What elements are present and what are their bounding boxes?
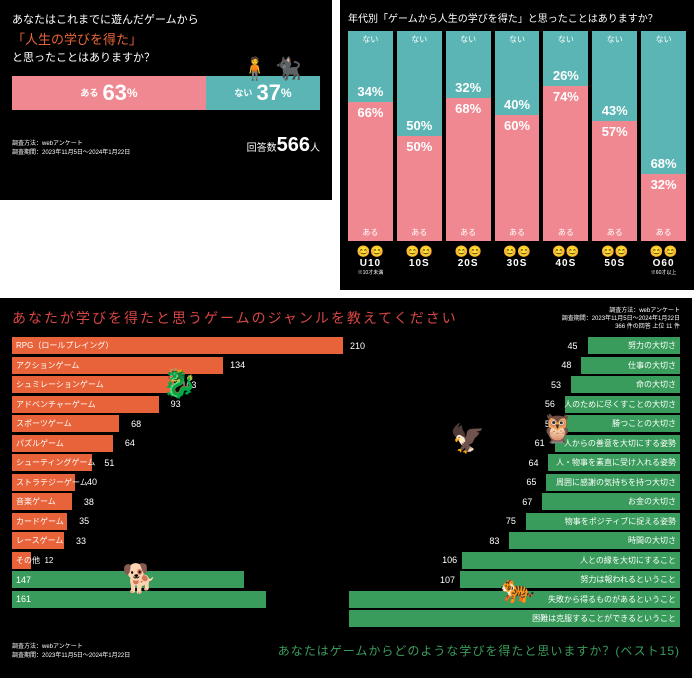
meta-line: 調査方法：webアンケート xyxy=(562,308,680,316)
age-label: 😊😊30S xyxy=(495,245,540,276)
genre-bar: シューティングゲーム51 xyxy=(12,454,92,471)
yes-seg: 68%ある xyxy=(446,98,491,241)
panel-yes-no: あなたはこれまでに遊んだゲームから 「人生の学びを得た」 と思ったことはあります… xyxy=(0,0,332,200)
genre-bar: ストラテジーゲーム40 xyxy=(12,474,75,491)
meta-line: 調査期間：2023年11月5日〜2024年1月22日 xyxy=(12,650,130,659)
learning-bar: 努力は報われるということ107 xyxy=(460,571,680,588)
age-label: 😊😊O60※60才以上 xyxy=(641,245,686,276)
age-label: 😊😊10S xyxy=(397,245,442,276)
genre-title: あなたが学びを得たと思うゲームのジャンルを教えてください xyxy=(12,308,458,328)
age-column: ない40%60%ある xyxy=(495,31,540,241)
learning-bar: 人との縁を大切にすること106 xyxy=(462,552,680,569)
learning-bars: 🦅 🦉 🐅 努力の大切さ45仕事の大切さ48命の大切さ53人のために尽くすことの… xyxy=(349,337,680,637)
eagle-icon: 🦅 xyxy=(450,422,485,455)
age-column: ない26%74%ある xyxy=(543,31,588,241)
no-seg: ない43% xyxy=(592,31,637,121)
genre-bar: 音楽ゲーム38 xyxy=(12,493,72,510)
learning-title: あなたはゲームからどのような学びを得たと思いますか？(ベスト15) xyxy=(278,642,680,659)
genre-bar: レースゲーム33 xyxy=(12,532,64,549)
age-column: ない50%50%ある xyxy=(397,31,442,241)
age-column: ない43%57%ある xyxy=(592,31,637,241)
age-label: 😊😊U10※10才未満 xyxy=(348,245,393,276)
genre-bar: その他 12 xyxy=(12,552,31,569)
yes-seg: 32%ある xyxy=(641,174,686,241)
genre-bars: 🐉 🐕 RPG（ロールプレイング）210アクションゲーム134シュミレーションゲ… xyxy=(12,337,343,637)
yes-seg: 66%ある xyxy=(348,102,393,241)
learning-bar: 失敗から得るものがあるということ xyxy=(349,591,680,608)
genre-bar: RPG（ロールプレイング）210 xyxy=(12,337,343,354)
age-label: 😊😊20S xyxy=(446,245,491,276)
genre-bar: 147 xyxy=(12,571,244,588)
age-label: 😊😊50S xyxy=(592,245,637,276)
genre-bar: パズルゲーム64 xyxy=(12,435,113,452)
genre-bar: アドベンチャーゲーム93 xyxy=(12,396,159,413)
learning-bar: お金の大切さ67 xyxy=(542,493,680,510)
no-seg: ない34% xyxy=(348,31,393,102)
genre-bar: 161 xyxy=(12,591,266,608)
genre-bar: シュミレーションゲーム103 xyxy=(12,376,174,393)
learning-bar: 努力の大切さ45 xyxy=(588,337,681,354)
resp-label: 回答数 xyxy=(247,143,277,154)
age-columns: ない34%66%あるない50%50%あるない32%68%あるない40%60%ある… xyxy=(348,31,686,241)
learning-bar: 周囲に感謝の気持ちを持つ大切さ65 xyxy=(546,474,680,491)
q-line: あなたはこれまでに遊んだゲームから xyxy=(12,12,320,30)
learning-bar: 人・物事を素直に受け入れる姿勢64 xyxy=(548,454,680,471)
genre-meta: 調査方法：webアンケート 調査期間：2023年11月5日〜2024年1月22日… xyxy=(562,308,680,331)
foot-meta: 調査方法：webアンケート 調査期間：2023年11月5日〜2024年1月22日 xyxy=(12,641,130,659)
no-seg: ない68% xyxy=(641,31,686,174)
yes-seg: 74%ある xyxy=(543,86,588,241)
genre-bar: スポーツゲーム68 xyxy=(12,415,119,432)
age-label: 😊😊40S xyxy=(543,245,588,276)
age-column: ない32%68%ある xyxy=(446,31,491,241)
yes-segment: ある63% xyxy=(12,76,206,110)
learning-bar: 仕事の大切さ48 xyxy=(581,357,680,374)
learning-bar: 命の大切さ53 xyxy=(571,376,680,393)
learning-bar: 困難は克服することができるということ xyxy=(349,610,680,627)
pixel-sprites: 🧍 🐈‍⬛ xyxy=(241,56,302,82)
meta-line: 調査方法：webアンケート xyxy=(12,641,130,650)
meta-line: 調査期間：2023年11月5日〜2024年1月22日 xyxy=(562,316,680,324)
age-title: 年代別「ゲームから人生の学びを得た」と思ったことはありますか？ xyxy=(348,10,686,25)
panel-age-breakdown: 年代別「ゲームから人生の学びを得た」と思ったことはありますか？ ない34%66%… xyxy=(340,0,694,290)
resp-value: 566 xyxy=(277,134,310,156)
yes-seg: 50%ある xyxy=(397,136,442,241)
q-highlight: 「人生の学びを得た」 xyxy=(12,30,320,51)
panel-genres-learnings: あなたが学びを得たと思うゲームのジャンルを教えてください 調査方法：webアンケ… xyxy=(0,298,692,678)
genre-bar: アクションゲーム134 xyxy=(12,357,223,374)
resp-unit: 人 xyxy=(310,143,320,154)
response-count: 回答数566人 xyxy=(247,134,320,157)
age-labels: 😊😊U10※10才未満😊😊10S😊😊20S😊😊30S😊😊40S😊😊50S😊😊O6… xyxy=(348,245,686,276)
age-column: ない68%32%ある xyxy=(641,31,686,241)
learning-bar: 勝つことの大切さ56 xyxy=(565,415,680,432)
age-column: ない34%66%ある xyxy=(348,31,393,241)
no-seg: ない26% xyxy=(543,31,588,86)
learning-bar: 物事をポジティブに捉える姿勢75 xyxy=(526,513,680,530)
meta-line: 調査方法：webアンケート xyxy=(12,140,130,148)
genre-bar: カードゲーム35 xyxy=(12,513,67,530)
no-seg: ない32% xyxy=(446,31,491,98)
meta-line: 調査期間：2023年11月5日〜2024年1月22日 xyxy=(12,149,130,157)
learning-bar: 時間の大切さ83 xyxy=(509,532,680,549)
meta-line: 366 件の回答 上位 11 件 xyxy=(562,324,680,332)
learning-bar: 人のために尽くすことの大切さ56 xyxy=(565,396,680,413)
no-seg: ない50% xyxy=(397,31,442,136)
no-seg: ない40% xyxy=(495,31,540,115)
yes-seg: 57%ある xyxy=(592,121,637,241)
learning-bar: 人からの善意を大切にする姿勢61 xyxy=(555,435,680,452)
yes-seg: 60%ある xyxy=(495,115,540,241)
survey-meta: 調査方法：webアンケート 調査期間：2023年11月5日〜2024年1月22日 xyxy=(12,140,130,157)
